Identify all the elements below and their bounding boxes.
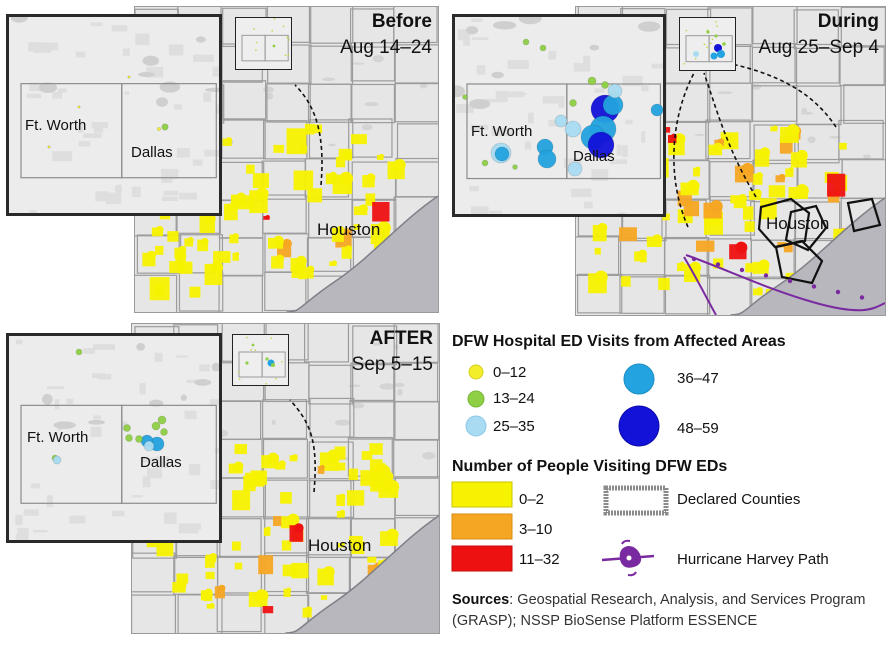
after-dfw-inset-map [9,336,219,540]
sources-note: Sources: Geospatial Research, Analysis, … [452,590,872,632]
people-11-32-label: 11–32 [519,551,560,568]
visit-markers [51,348,168,465]
before-panel-title: Before [371,11,432,32]
before-panel-dates: Aug 14–24 [340,37,432,58]
people-legend-swatches [451,481,669,577]
after-houston-label: Houston [308,536,372,555]
visits-legend-symbols [465,363,660,447]
visits-36-47-label: 36–47 [677,370,719,387]
people-legend-heading: Number of People Visiting DFW EDs [452,458,728,475]
visits-0-12-label: 0–12 [493,364,527,381]
people-0-2-label: 0–2 [519,491,545,508]
after-fort-worth-label: Ft. Worth [27,429,89,446]
before-dfw-inset: Ft. Worth Dallas [6,14,222,216]
before-houston-label: Houston [317,220,381,239]
after-dallas-label: Dallas [140,454,182,471]
visit-markers [47,75,169,149]
visit-markers [462,38,663,177]
before-fort-worth-label: Ft. Worth [25,117,87,134]
declared-counties-swatch [603,485,669,516]
people-0-2-swatch [451,481,513,508]
people-11-32-swatch [451,545,513,572]
after-panel-dates: Sep 5–15 [351,354,433,375]
visits-legend-heading: DFW Hospital ED Visits from Affected Are… [452,333,786,350]
during-dallas-label: Dallas [573,148,615,165]
sources-label: Sources [452,592,510,608]
during-houston-label: Houston [766,214,830,233]
during-panel-title: During [817,11,879,32]
before-dfw-inset-map [9,17,219,213]
during-mini-inset [679,17,736,71]
sources-text: : Geospatial Research, Analysis, and Ser… [452,592,866,629]
during-dfw-inset: Ft. Worth Dallas [452,14,666,217]
hurricane-path-symbol [601,539,655,577]
during-panel-dates: Aug 25–Sep 4 [758,37,879,58]
visits-0-12-symbol [468,364,484,380]
during-fort-worth-label: Ft. Worth [471,123,533,140]
hurricane-harvey-path-label: Hurricane Harvey Path [677,551,829,568]
visits-13-24-symbol [467,390,485,408]
visits-13-24-label: 13–24 [493,390,535,407]
declared-counties-outline [757,197,882,285]
visits-48-59-symbol [618,405,660,447]
after-mini-inset [232,334,289,386]
visits-25-35-label: 25–35 [493,418,535,435]
after-dfw-inset: Ft. Worth Dallas [6,333,222,543]
people-3-10-label: 3–10 [519,521,553,538]
visits-25-35-symbol [465,415,487,437]
declared-counties-label: Declared Counties [677,491,801,508]
during-dfw-inset-map [455,17,663,214]
visits-36-47-symbol [623,363,655,395]
before-mini-inset [235,17,292,70]
before-dallas-label: Dallas [131,144,173,161]
people-3-10-swatch [451,513,513,540]
hurricane-harvey-path-line [683,254,885,315]
after-panel-title: AFTER [369,328,433,349]
visits-48-59-label: 48–59 [677,420,719,437]
